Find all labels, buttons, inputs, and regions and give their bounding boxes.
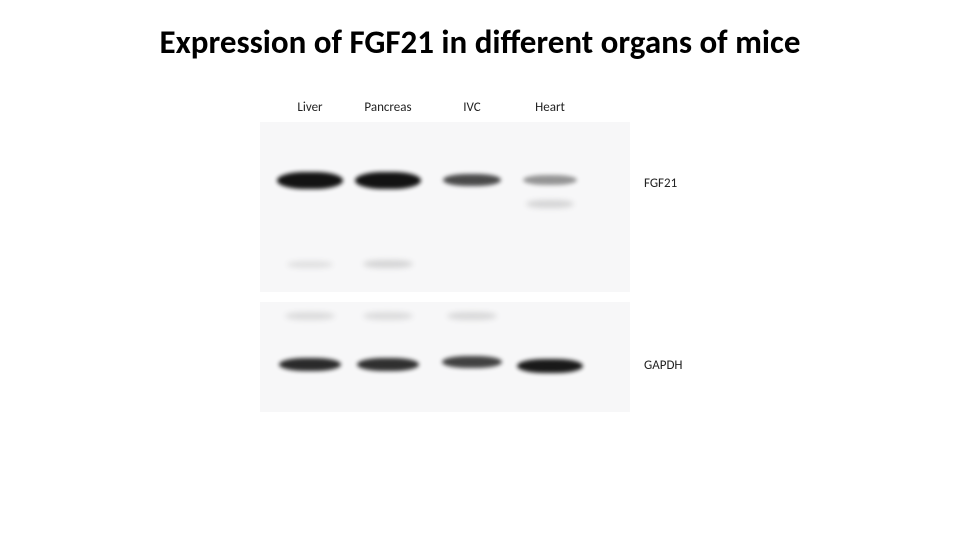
lane-labels-row: LiverPancreas IVCHeart xyxy=(260,100,630,120)
blot-band xyxy=(363,312,413,320)
blot-band xyxy=(363,260,413,268)
lane-label: Pancreas xyxy=(348,100,428,115)
blot-band xyxy=(285,312,335,320)
blot-band xyxy=(447,312,497,320)
blot-band xyxy=(279,358,341,371)
blot-panel xyxy=(260,302,630,412)
blot-band xyxy=(443,174,501,186)
row-label: FGF21 xyxy=(644,176,677,191)
blot-band xyxy=(523,175,577,185)
blot-band xyxy=(526,200,574,208)
blot-band xyxy=(287,261,333,268)
blot-band xyxy=(277,172,343,189)
lane-label: Liver xyxy=(270,100,350,115)
row-label: GAPDH xyxy=(644,358,683,373)
page-title: Expression of FGF21 in different organs … xyxy=(0,22,960,62)
blot-band xyxy=(355,172,421,189)
blot-panel xyxy=(260,122,630,292)
blot-band xyxy=(517,359,583,373)
blot-band xyxy=(357,358,419,371)
blot-band xyxy=(442,356,502,368)
lane-label: Heart xyxy=(510,100,590,115)
lane-label: IVC xyxy=(432,100,512,115)
